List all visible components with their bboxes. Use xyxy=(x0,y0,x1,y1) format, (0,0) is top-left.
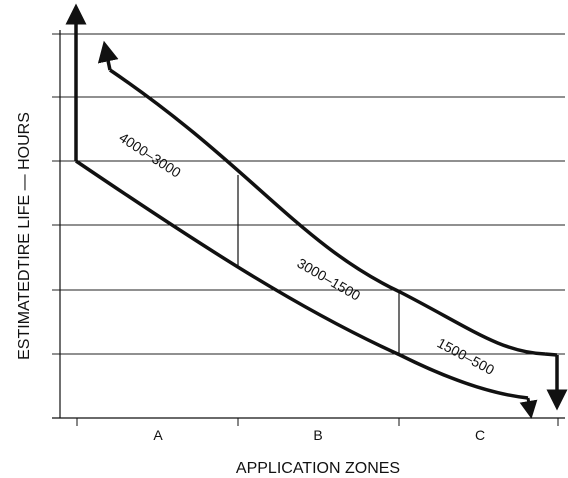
zone-c-band-label: 1500–500 xyxy=(435,335,498,378)
zone-a-band-label: 4000–3000 xyxy=(116,129,184,181)
x-category-label-a: A xyxy=(153,427,163,443)
lower-curve-end-arrow xyxy=(519,397,538,419)
grid-lines xyxy=(52,33,565,355)
upper-curve-tail xyxy=(544,352,558,357)
upper-curve-line xyxy=(109,68,546,356)
x-category-label-c: C xyxy=(475,427,485,443)
lower-curve xyxy=(65,3,538,419)
upper-curve-arrow xyxy=(97,40,119,71)
y-axis-title: ESTIMATEDTIRE LIFE — HOURS xyxy=(16,112,33,360)
x-axis-title: APPLICATION ZONES xyxy=(236,460,400,477)
lower-curve-line xyxy=(75,159,529,400)
x-ticks xyxy=(76,418,559,426)
x-category-label-b: B xyxy=(313,427,322,443)
upper-curve xyxy=(97,40,568,411)
zone-b-band-label: 3000–1500 xyxy=(295,255,364,304)
